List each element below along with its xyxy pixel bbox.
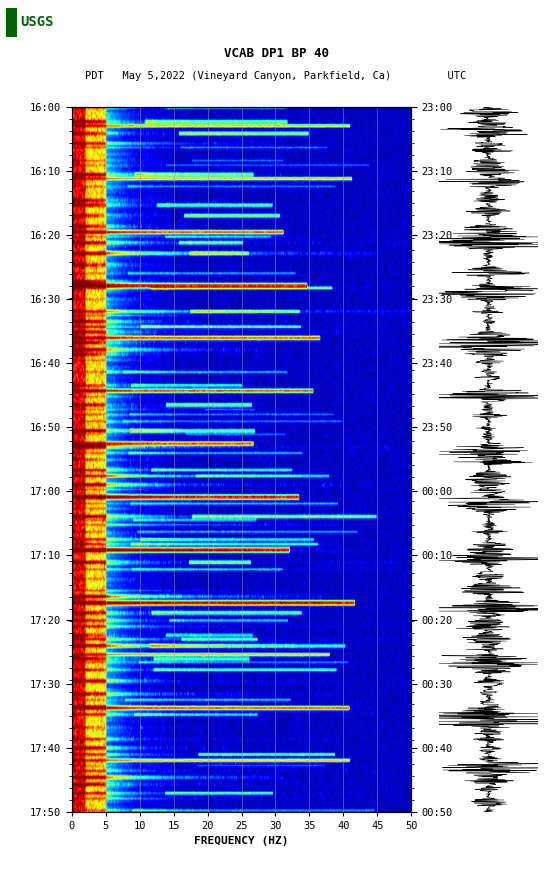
Text: USGS: USGS [20,15,54,29]
Text: VCAB DP1 BP 40: VCAB DP1 BP 40 [224,47,328,60]
Text: PDT   May 5,2022 (Vineyard Canyon, Parkfield, Ca)         UTC: PDT May 5,2022 (Vineyard Canyon, Parkfie… [86,70,466,81]
X-axis label: FREQUENCY (HZ): FREQUENCY (HZ) [194,837,289,847]
Bar [6,8,17,37]
